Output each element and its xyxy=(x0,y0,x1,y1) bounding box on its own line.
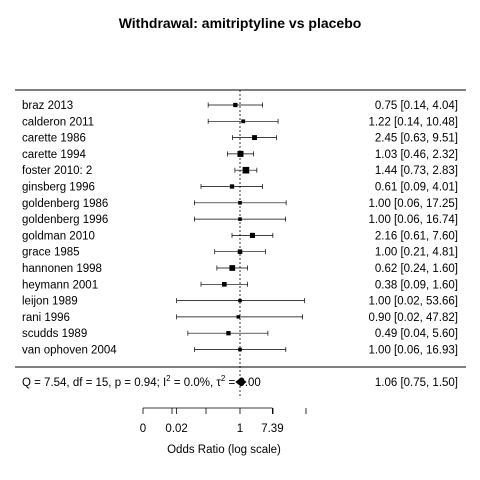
point-estimate xyxy=(249,232,256,238)
ci-text: 0.75 [0.14, 4.04] xyxy=(375,100,458,112)
study-row: van ophoven 2004 1.00 [0.06, 16.93] xyxy=(22,345,458,357)
study-label: carette 1994 xyxy=(22,149,87,161)
axis-tick-label: 7.39 xyxy=(261,423,283,435)
point-estimate xyxy=(237,249,243,254)
study-row: leijon 1989 1.00 [0.02, 53.66] xyxy=(22,296,458,308)
point-estimate xyxy=(238,200,242,205)
study-label: ginsberg 1996 xyxy=(22,182,95,194)
ci-text: 1.03 [0.46, 2.32] xyxy=(375,149,458,161)
study-label: scudds 1989 xyxy=(22,328,87,340)
ci-text: 2.45 [0.63, 9.51] xyxy=(375,133,458,145)
ci-text: 1.22 [0.14, 10.48] xyxy=(368,116,458,128)
study-label: calderon 2011 xyxy=(22,116,94,128)
study-row: foster 2010: 2 1.44 [0.73, 2.83] xyxy=(22,165,458,177)
ci-text: 0.38 [0.09, 1.60] xyxy=(375,279,458,291)
study-row: goldenberg 1986 1.00 [0.06, 17.25] xyxy=(22,198,458,210)
study-row: hannonen 1998 0.62 [0.24, 1.60] xyxy=(22,263,458,275)
point-estimate xyxy=(238,298,242,303)
ci-text: 0.61 [0.09, 4.01] xyxy=(375,182,458,194)
ci-text: 1.00 [0.06, 17.25] xyxy=(368,198,458,210)
ci-text: 0.49 [0.04, 5.60] xyxy=(375,328,458,340)
study-row: carette 1986 2.45 [0.63, 9.51] xyxy=(22,133,458,145)
axis-tick-label: 0.02 xyxy=(165,423,187,435)
summary-tau-sup: 2 xyxy=(221,374,226,383)
axis-tick-label: 1 xyxy=(237,423,243,435)
summary-i2: = 0.0%, τ xyxy=(171,377,222,389)
study-row: ginsberg 1996 0.61 [0.09, 4.01] xyxy=(22,182,458,194)
point-estimate xyxy=(238,217,242,221)
study-label: goldenberg 1996 xyxy=(22,214,108,226)
study-label: rani 1996 xyxy=(22,312,70,324)
study-row: scudds 1989 0.49 [0.04, 5.60] xyxy=(22,328,458,340)
point-estimate xyxy=(252,135,257,141)
x-axis: 0 0.02 1 7.39 xyxy=(140,407,307,435)
study-row: carette 1994 1.03 [0.46, 2.32] xyxy=(22,149,458,161)
study-label: grace 1985 xyxy=(22,247,80,259)
study-row: braz 2013 0.75 [0.14, 4.04] xyxy=(22,100,458,112)
point-estimate xyxy=(229,265,236,271)
axis-tick-label: 0 xyxy=(140,423,146,435)
point-estimate xyxy=(226,331,231,336)
study-row: heymann 2001 0.38 [0.09, 1.60] xyxy=(22,279,458,291)
study-row: goldman 2010 2.16 [0.61, 7.60] xyxy=(22,230,458,242)
ci-text: 0.90 [0.02, 47.82] xyxy=(368,312,458,324)
point-estimate xyxy=(237,150,244,157)
study-row: calderon 2011 1.22 [0.14, 10.48] xyxy=(22,116,458,128)
ci-text: 1.00 [0.06, 16.74] xyxy=(368,214,458,226)
x-axis-label: Odds Ratio (log scale) xyxy=(167,444,281,456)
ci-text: 1.00 [0.21, 4.81] xyxy=(375,247,458,259)
summary-ci-text: 1.06 [0.75, 1.50] xyxy=(375,377,458,389)
summary-stats: Q = 7.54, df = 15, p = 0.94; I2 = 0.0%, … xyxy=(22,374,261,389)
study-rows: braz 2013 0.75 [0.14, 4.04] calderon 2011 1… xyxy=(22,100,458,357)
study-row: goldenberg 1996 1.00 [0.06, 16.74] xyxy=(22,214,458,226)
point-estimate xyxy=(236,315,241,319)
study-row: grace 1985 1.00 [0.21, 4.81] xyxy=(22,247,458,259)
summary-diamond xyxy=(235,377,247,387)
study-label: braz 2013 xyxy=(22,100,73,112)
point-estimate xyxy=(233,102,238,108)
study-label: van ophoven 2004 xyxy=(22,345,117,357)
study-label: foster 2010: 2 xyxy=(22,165,92,177)
chart-title: Withdrawal: amitriptyline vs placebo xyxy=(119,15,362,31)
ci-text: 1.00 [0.06, 16.93] xyxy=(368,345,458,357)
study-label: goldman 2010 xyxy=(22,230,95,242)
point-estimate xyxy=(241,119,246,124)
ci-text: 1.00 [0.02, 53.66] xyxy=(368,296,458,308)
ci-text: 2.16 [0.61, 7.60] xyxy=(375,230,458,242)
study-row: rani 1996 0.90 [0.02, 47.82] xyxy=(22,312,458,324)
ci-text: 0.62 [0.24, 1.60] xyxy=(375,263,458,275)
point-estimate xyxy=(222,281,227,287)
summary-i2-sup: 2 xyxy=(166,374,171,383)
point-estimate xyxy=(242,166,250,174)
study-label: goldenberg 1986 xyxy=(22,198,108,210)
ci-text: 1.44 [0.73, 2.83] xyxy=(375,165,458,177)
study-label: carette 1986 xyxy=(22,133,86,145)
point-estimate xyxy=(229,184,235,189)
point-estimate xyxy=(238,347,242,352)
study-label: leijon 1989 xyxy=(22,296,78,308)
study-label: heymann 2001 xyxy=(22,279,98,291)
summary-q: Q = 7.54, df = 15, p = 0.94; I xyxy=(22,377,166,389)
study-label: hannonen 1998 xyxy=(22,263,102,275)
